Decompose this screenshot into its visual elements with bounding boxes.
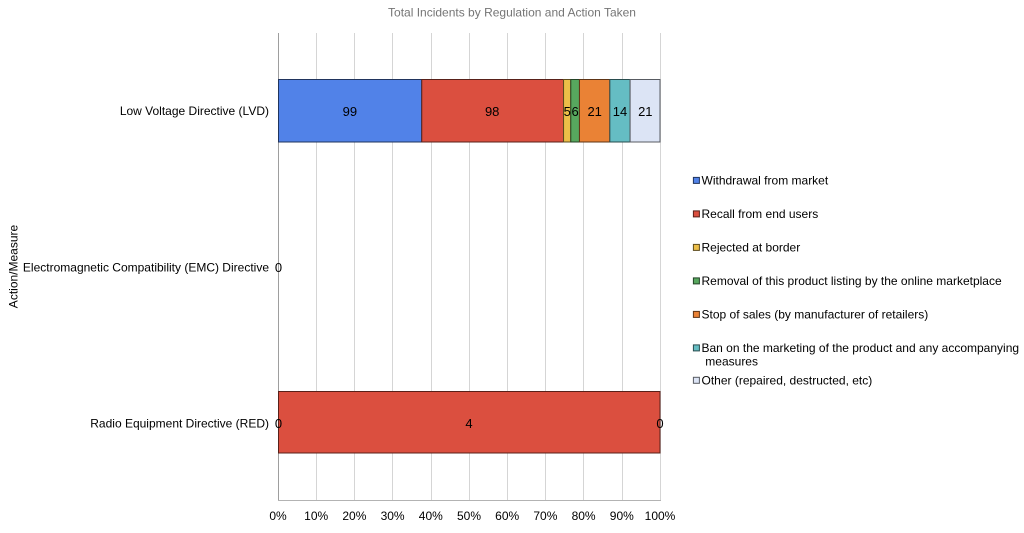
svg-text:0: 0 [275, 416, 282, 431]
svg-text:60%: 60% [495, 509, 519, 523]
svg-text:100%: 100% [645, 509, 676, 523]
svg-text:Low Voltage Directive (LVD): Low Voltage Directive (LVD) [120, 104, 269, 118]
svg-text:Action/Measure: Action/Measure [7, 224, 21, 308]
svg-text:Withdrawal from market: Withdrawal from market [702, 174, 829, 188]
svg-text:50%: 50% [457, 509, 481, 523]
svg-text:99: 99 [343, 104, 357, 119]
svg-text:measures: measures [705, 355, 758, 369]
svg-text:Total Incidents by Regulation: Total Incidents by Regulation and Action… [388, 6, 636, 20]
svg-text:20%: 20% [342, 509, 366, 523]
svg-text:80%: 80% [572, 509, 596, 523]
svg-text:Stop of sales (by manufacturer: Stop of sales (by manufacturer of retail… [702, 308, 929, 322]
svg-text:98: 98 [485, 104, 499, 119]
svg-text:21: 21 [638, 104, 652, 119]
svg-text:14: 14 [613, 104, 627, 119]
svg-text:Ban on the marketing of the pr: Ban on the marketing of the product and … [702, 341, 1020, 355]
svg-text:Rejected at border: Rejected at border [702, 241, 801, 255]
svg-text:Other (repaired, destructed, e: Other (repaired, destructed, etc) [702, 374, 873, 388]
svg-text:90%: 90% [610, 509, 634, 523]
svg-text:30%: 30% [381, 509, 405, 523]
svg-text:0: 0 [275, 260, 282, 275]
svg-text:40%: 40% [419, 509, 443, 523]
svg-text:21: 21 [587, 104, 601, 119]
svg-text:0: 0 [656, 416, 663, 431]
svg-text:Removal of this product listin: Removal of this product listing by the o… [702, 274, 1002, 288]
svg-text:5: 5 [564, 104, 571, 119]
svg-text:6: 6 [571, 104, 578, 119]
svg-text:10%: 10% [304, 509, 328, 523]
svg-text:0%: 0% [269, 509, 287, 523]
svg-text:70%: 70% [533, 509, 557, 523]
svg-text:4: 4 [465, 416, 472, 431]
svg-text:Recall from end users: Recall from end users [702, 207, 819, 221]
svg-text:Electromagnetic Compatibility: Electromagnetic Compatibility (EMC) Dire… [23, 261, 269, 275]
svg-text:Radio Equipment Directive (RED: Radio Equipment Directive (RED) [90, 417, 269, 431]
